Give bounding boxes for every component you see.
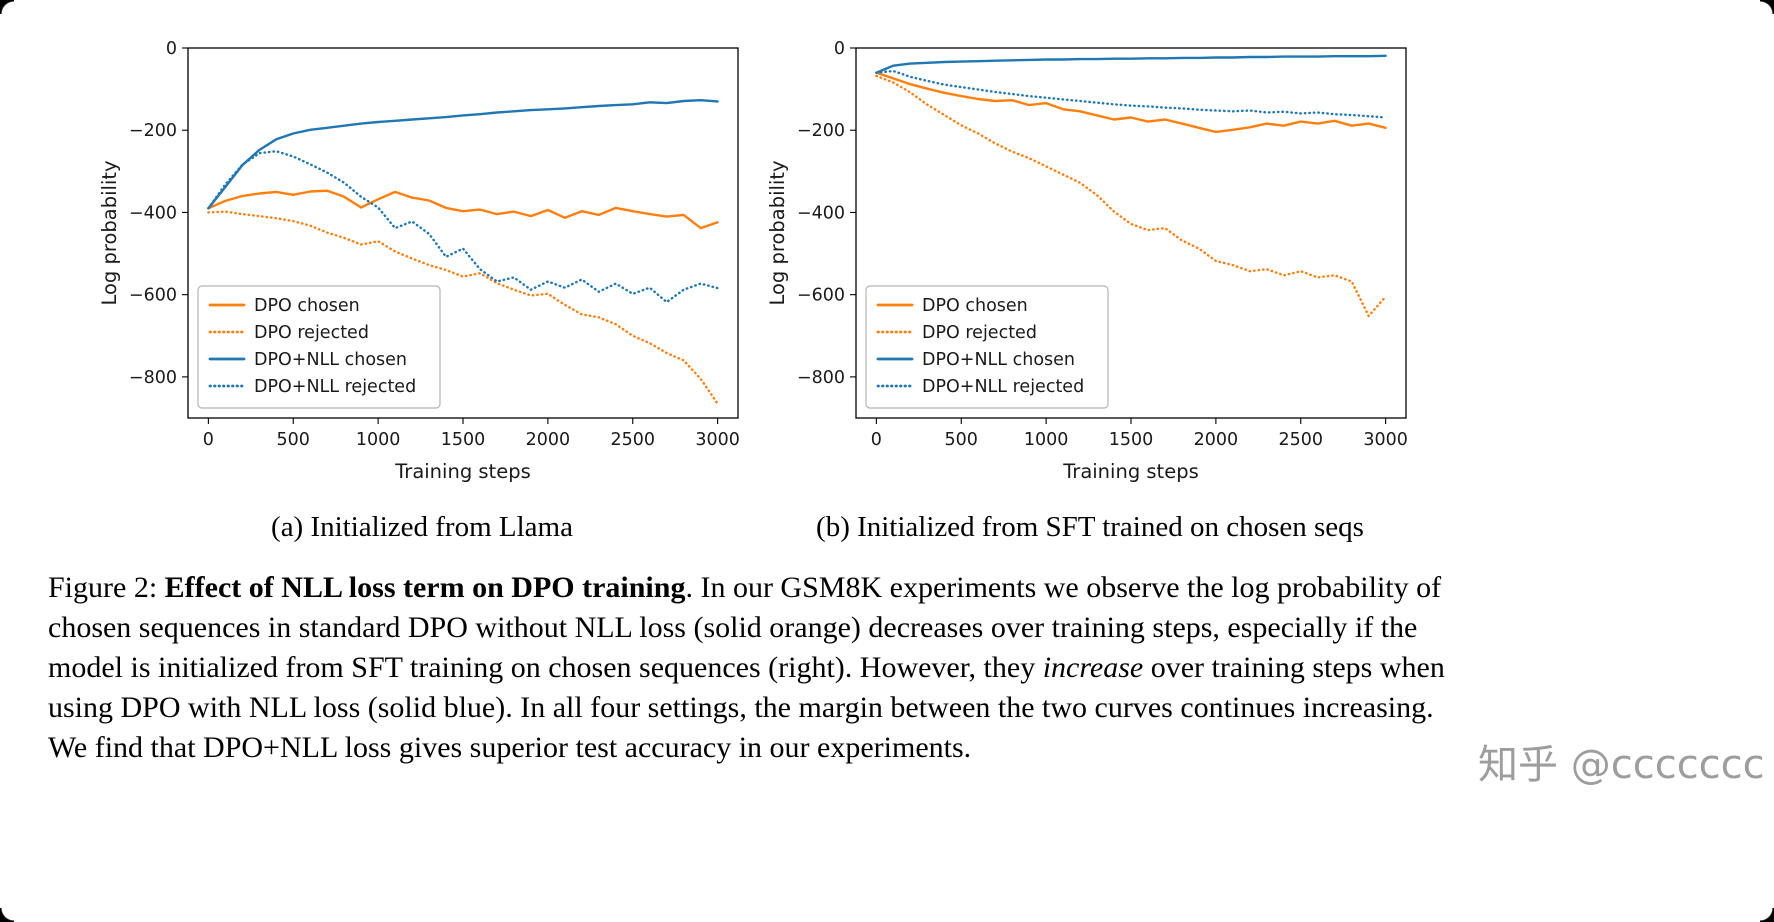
caption-segment: . In our GSM8K experiments we observe th… [48, 571, 1442, 684]
x-tick-label: 2500 [1278, 430, 1323, 450]
series-line [875, 71, 1387, 134]
y-axis-label: Log probability [766, 160, 789, 305]
y-axis-label: Log probability [98, 160, 121, 305]
x-tick-label: 0 [203, 430, 214, 450]
subcaption-a: (a) Initialized from Llama [271, 511, 573, 543]
screenshot-corner-bottom-left [0, 908, 14, 922]
watermark: 知乎 @ccccccc [1478, 742, 1765, 788]
legend-label: DPO+NLL chosen [254, 350, 407, 370]
y-tick-label: −800 [797, 368, 845, 388]
legend-label: DPO+NLL chosen [922, 350, 1075, 370]
x-tick-label: 1000 [1024, 430, 1069, 450]
figure-panel-b: 0 500 1000 1500 2000 2500 3000 0 −200 −400 −600 −80… [760, 30, 1420, 544]
screenshot-corner-top-left [0, 0, 14, 14]
legend-label: DPO chosen [922, 296, 1028, 316]
y-tick-label: −800 [129, 368, 177, 388]
series-line [207, 149, 719, 304]
legend-label: DPO rejected [922, 323, 1037, 343]
x-tick-label: 500 [945, 430, 978, 450]
series-line [207, 98, 719, 210]
x-tick-label: 2500 [610, 430, 655, 450]
series-line [875, 54, 1387, 74]
figure-panel-a: 0 500 1000 1500 2000 2500 3000 0 −200 −400 −600 −80… [92, 30, 752, 544]
legend-box [197, 285, 441, 409]
x-tick-label: 0 [871, 430, 882, 450]
x-tick-label: 3000 [695, 430, 740, 450]
caption-segment: Figure 2: [48, 571, 165, 604]
x-tick-label: 2000 [526, 430, 571, 450]
charts-row: 0 500 1000 1500 2000 2500 3000 0 −200 −400 −600 −80… [92, 30, 1420, 544]
x-tick-label: 1500 [1109, 430, 1154, 450]
y-tick-label: −200 [129, 121, 177, 141]
y-tick-label: −600 [129, 286, 177, 306]
legend-label: DPO+NLL rejected [254, 377, 416, 397]
chart-a-canvas: 0 500 1000 1500 2000 2500 3000 0 −200 −400 −600 −80… [98, 39, 740, 483]
screenshot-corner-top-right [1760, 0, 1774, 14]
y-tick-label: −600 [797, 286, 845, 306]
subcaption-b: (b) Initialized from SFT trained on chos… [816, 511, 1364, 543]
caption-segment: increase [1042, 651, 1144, 684]
x-tick-label: 3000 [1363, 430, 1408, 450]
x-tick-label: 500 [277, 430, 310, 450]
series-line [207, 189, 719, 230]
x-axis-label: Training steps [394, 460, 530, 483]
y-tick-label: 0 [834, 39, 845, 59]
figure-caption: Figure 2: Effect of NLL loss term on DPO… [48, 568, 1450, 768]
caption-segment: Effect of NLL loss term on DPO training [164, 571, 686, 604]
y-tick-label: −400 [129, 203, 177, 223]
screenshot-corner-bottom-right [1760, 908, 1774, 922]
caption-segment: over training steps when using DPO with … [48, 651, 1445, 764]
series-line [875, 74, 1387, 318]
legend-label: DPO+NLL rejected [922, 377, 1084, 397]
x-axis-label: Training steps [1062, 460, 1198, 483]
chart-b-canvas: 0 500 1000 1500 2000 2500 3000 0 −200 −400 −600 −80… [766, 39, 1408, 483]
y-tick-label: 0 [166, 39, 177, 59]
legend-label: DPO rejected [254, 323, 369, 343]
legend-label: DPO chosen [254, 296, 360, 316]
y-tick-label: −200 [797, 121, 845, 141]
x-tick-label: 1000 [356, 430, 401, 450]
x-tick-label: 1500 [441, 430, 486, 450]
series-line [875, 69, 1387, 119]
legend-box [865, 285, 1109, 409]
series-line [207, 210, 719, 405]
x-tick-label: 2000 [1194, 430, 1239, 450]
y-tick-label: −400 [797, 203, 845, 223]
